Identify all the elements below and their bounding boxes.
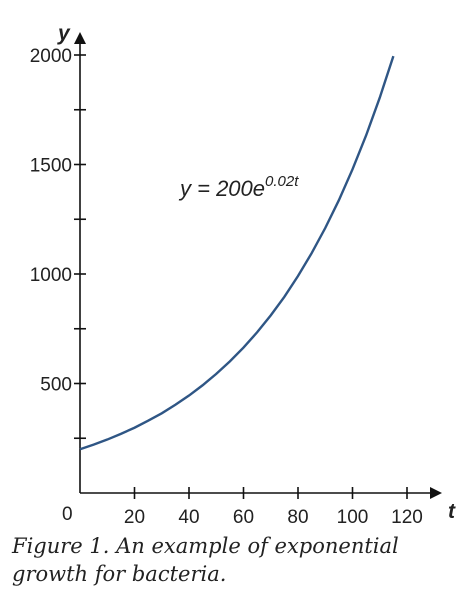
y-tick-label: 1500: [30, 156, 72, 177]
caption: Figure 1. An example of exponential grow…: [12, 534, 399, 586]
chart: t y 0 y = 200e0.02t 20 40 60 80 100 120 500 100…: [30, 22, 456, 528]
annotation: y = 200e0.02t: [178, 173, 299, 201]
x-tick-label: 20: [124, 507, 145, 528]
origin-label: 0: [62, 504, 73, 525]
y-arrow: [74, 32, 86, 44]
y-tick-label: 1000: [30, 265, 72, 286]
x-tick-label: 40: [178, 507, 199, 528]
curve: [79, 55, 395, 451]
x-arrow: [430, 487, 442, 499]
y-tick-label: 500: [40, 375, 72, 396]
x-tick-label: 120: [391, 507, 423, 528]
x-tick-label: 60: [233, 507, 254, 528]
annotation-base: y = 200e: [178, 176, 265, 201]
x-tick-label: 80: [287, 507, 308, 528]
y-tick-label: 2000: [30, 46, 72, 67]
y-axis-label: y: [57, 22, 71, 45]
annotation-exponent: 0.02t: [265, 173, 299, 190]
x-axis-label: t: [448, 500, 456, 523]
x-tick-label: 100: [337, 507, 369, 528]
